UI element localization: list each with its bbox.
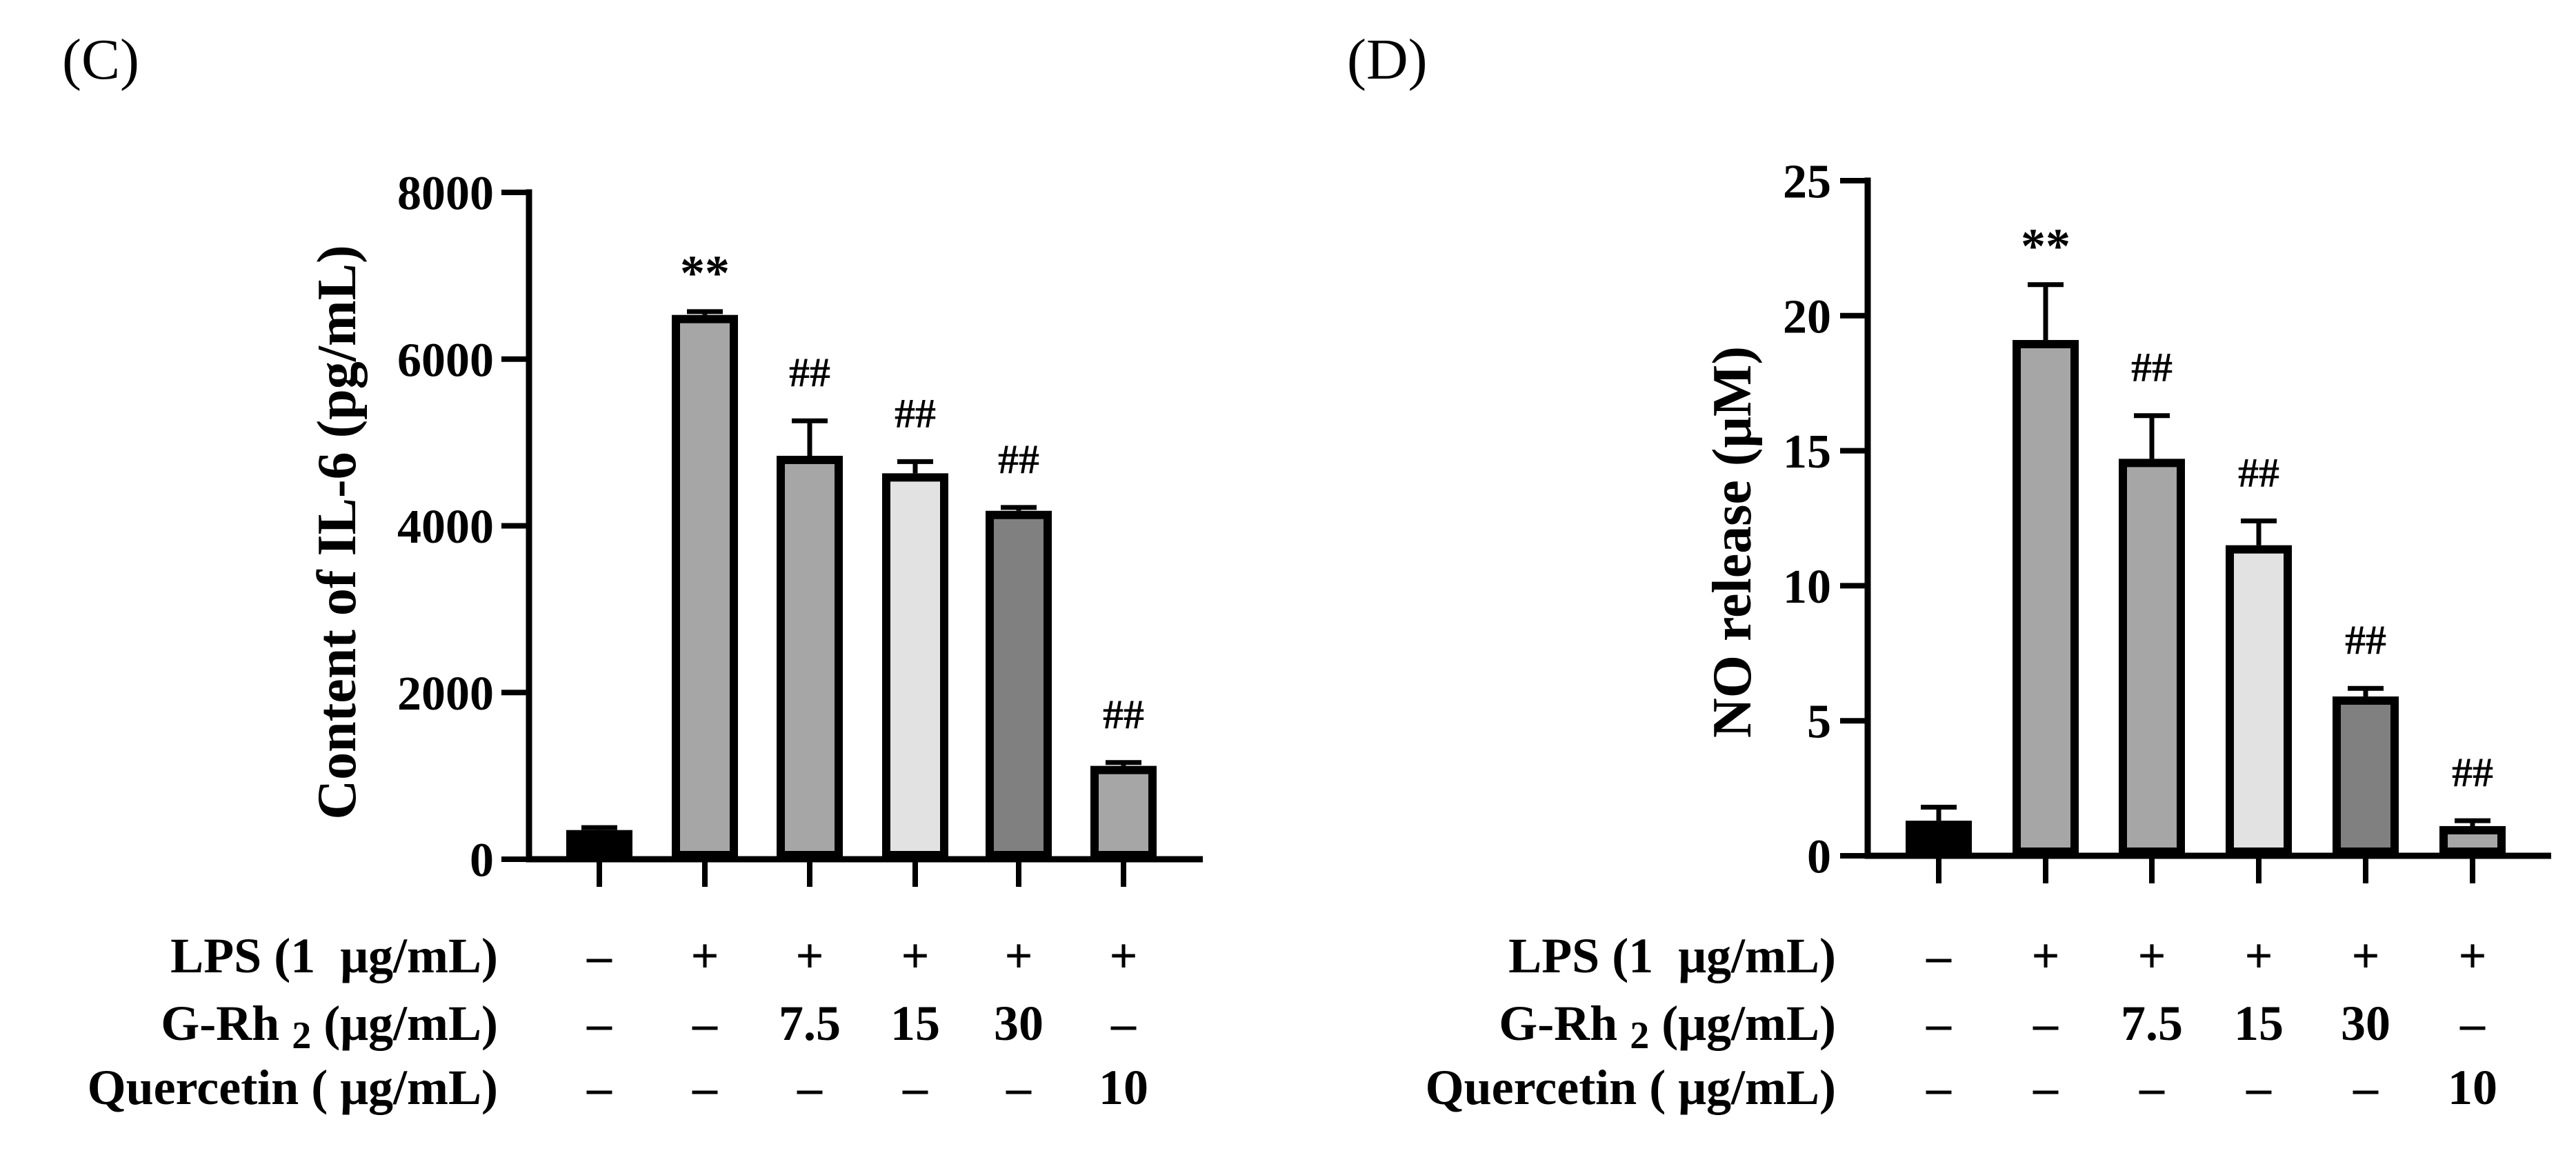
- condition-cell: –: [692, 996, 718, 1051]
- condition-cell: +: [690, 928, 719, 983]
- condition-cell: +: [1109, 928, 1137, 983]
- significance-annotation: ##: [998, 437, 1039, 482]
- condition-row-label-subscript: 2: [292, 1014, 311, 1057]
- condition-cell: –: [2353, 1060, 2379, 1115]
- condition-cell: –: [2139, 1060, 2165, 1115]
- condition-cell: 7.5: [779, 996, 841, 1051]
- condition-row-label: G-Rh 2 (μg/mL): [1499, 996, 1836, 1057]
- bar: [882, 473, 948, 859]
- bar: [2439, 825, 2506, 856]
- condition-row-label-part: LPS (1 μg/mL): [1508, 928, 1836, 983]
- condition-row-label-part: Quercetin ( μg/mL): [88, 1060, 498, 1115]
- condition-row-label: LPS (1 μg/mL): [1508, 928, 1836, 983]
- condition-cell: 10: [2448, 1060, 2497, 1115]
- significance-annotation: ##: [895, 390, 936, 436]
- y-tick-label: 4000: [397, 501, 494, 554]
- significance-annotation: ##: [2345, 617, 2386, 663]
- condition-row-label-part: G-Rh: [161, 996, 292, 1051]
- condition-cell: –: [1926, 996, 1952, 1051]
- bar: [2119, 459, 2185, 856]
- significance-annotation: ##: [2238, 450, 2279, 495]
- condition-cell: +: [2351, 928, 2379, 983]
- condition-cell: 15: [890, 996, 940, 1051]
- condition-row-label-part: G-Rh: [1499, 996, 1630, 1051]
- bar: [566, 830, 632, 859]
- significance-annotation: **: [2021, 219, 2070, 274]
- condition-cell: +: [2458, 928, 2486, 983]
- panel-d-no-release-chart: (D) 0 5 10 15 20 25 NO release (μM) ** ## ## ## ## LP…: [1347, 28, 2551, 1115]
- condition-row-label: Quercetin ( μg/mL): [88, 1060, 498, 1115]
- y-axis-title: Content of IL-6 (pg/mL): [307, 245, 368, 819]
- y-tick-label: 2000: [397, 668, 494, 721]
- condition-row-label: G-Rh 2 (μg/mL): [161, 996, 498, 1057]
- condition-cell: –: [2246, 1060, 2272, 1115]
- condition-cell: –: [586, 928, 612, 983]
- y-tick-label: 0: [1807, 831, 1831, 884]
- significance-annotation: **: [680, 245, 730, 301]
- condition-cell: +: [2244, 928, 2273, 983]
- condition-cell: –: [1926, 1060, 1952, 1115]
- condition-row-label-subscript: 2: [1630, 1014, 1649, 1057]
- condition-cell: +: [1004, 928, 1032, 983]
- condition-cell: –: [1926, 928, 1952, 983]
- significance-annotation: ##: [2452, 750, 2493, 795]
- bar: [672, 314, 738, 859]
- condition-cell: +: [2031, 928, 2059, 983]
- y-tick-label: 0: [470, 834, 494, 888]
- bar: [2226, 545, 2292, 856]
- condition-cell: 7.5: [2121, 996, 2183, 1051]
- bar: [2013, 340, 2079, 856]
- y-axis-title: NO release (μM): [1702, 346, 1763, 738]
- condition-cell: –: [586, 996, 612, 1051]
- condition-row-label-part: LPS (1 μg/mL): [170, 928, 498, 983]
- condition-cell: –: [902, 1060, 928, 1115]
- condition-cell: –: [1006, 1060, 1032, 1115]
- significance-annotation: ##: [789, 350, 830, 395]
- panel-label: (D): [1347, 28, 1428, 92]
- condition-row-label: LPS (1 μg/mL): [170, 928, 498, 983]
- bar: [777, 455, 843, 859]
- y-tick-label: 20: [1783, 290, 1831, 343]
- panel-label: (C): [62, 28, 139, 92]
- condition-cell: 30: [2341, 996, 2390, 1051]
- condition-cell: –: [2459, 996, 2486, 1051]
- condition-cell: +: [901, 928, 929, 983]
- condition-cell: –: [797, 1060, 823, 1115]
- condition-cell: –: [692, 1060, 718, 1115]
- condition-row-label-part: (μg/mL): [1649, 996, 1836, 1051]
- bar: [986, 510, 1052, 859]
- significance-annotation: ##: [2131, 345, 2173, 390]
- condition-row-label-part: Quercetin ( μg/mL): [1426, 1060, 1836, 1115]
- y-tick-label: 10: [1783, 561, 1831, 614]
- panel-c-il6-chart: (C) 0 2000 4000 6000 8000 Content of IL-6 (pg/…: [62, 28, 1203, 1115]
- y-tick-label: 15: [1783, 425, 1831, 479]
- significance-annotation: ##: [1103, 692, 1144, 737]
- condition-cell: 10: [1099, 1060, 1148, 1115]
- condition-cell: 30: [994, 996, 1044, 1051]
- bar: [2333, 696, 2399, 856]
- y-tick-label: 8000: [397, 168, 494, 221]
- bar: [1906, 821, 1972, 856]
- condition-cell: –: [2033, 1060, 2059, 1115]
- condition-cell: –: [2033, 996, 2059, 1051]
- condition-cell: +: [795, 928, 823, 983]
- condition-cell: 15: [2234, 996, 2284, 1051]
- condition-cell: +: [2137, 928, 2166, 983]
- condition-cell: –: [586, 1060, 612, 1115]
- bar: [1090, 765, 1157, 859]
- condition-row-label: Quercetin ( μg/mL): [1426, 1060, 1836, 1115]
- condition-row-label-part: (μg/mL): [311, 996, 498, 1051]
- condition-cell: –: [1110, 996, 1137, 1051]
- y-tick-label: 6000: [397, 334, 494, 387]
- y-tick-label: 5: [1807, 696, 1831, 749]
- y-tick-label: 25: [1783, 156, 1831, 209]
